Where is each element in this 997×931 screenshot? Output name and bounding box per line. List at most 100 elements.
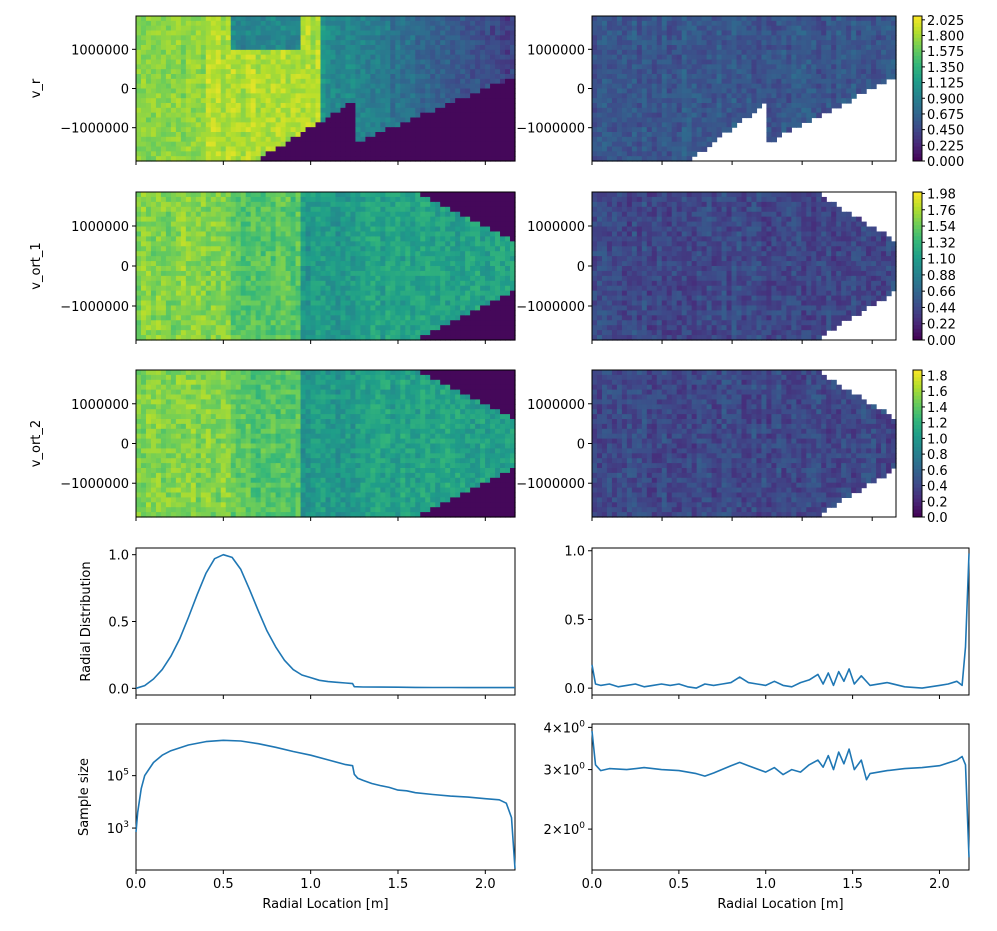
heatmap-cell	[310, 251, 317, 257]
heatmap-cell	[846, 69, 852, 75]
heatmap-cell	[355, 35, 362, 41]
heatmap-cell	[455, 107, 461, 114]
heatmap-cell	[205, 83, 212, 90]
heatmap-cell	[180, 226, 187, 233]
heatmap-cell	[265, 266, 272, 272]
heatmap-cell	[390, 16, 396, 22]
heatmap-cell	[145, 325, 152, 331]
heatmap-cell	[811, 69, 817, 75]
heatmap-cell	[731, 35, 738, 41]
heatmap-cell	[315, 49, 322, 56]
heatmap-cell	[155, 231, 162, 237]
heatmap-cell	[435, 49, 441, 56]
heatmap-cell	[390, 117, 396, 123]
heatmap-cell	[190, 117, 197, 123]
heatmap-cell	[510, 93, 516, 99]
heatmap-cell	[440, 136, 446, 143]
heatmap-cell	[315, 151, 322, 157]
heatmap-cell	[225, 74, 232, 80]
heatmap-cell	[180, 136, 187, 143]
heatmap-cell	[195, 320, 202, 326]
heatmap-cell	[495, 64, 501, 70]
heatmap-cell	[255, 54, 262, 61]
heatmap-cell	[140, 112, 147, 119]
heatmap-cell	[240, 231, 247, 237]
heatmap-cell	[335, 54, 342, 61]
heatmap-cell	[485, 98, 491, 104]
heatmap-cell	[195, 285, 202, 292]
heatmap-cell	[851, 30, 857, 36]
heatmap-cell	[240, 206, 247, 213]
heatmap-cell	[490, 103, 496, 109]
heatmap-cell	[230, 74, 237, 80]
heatmap-cell	[295, 98, 302, 104]
heatmap-cell	[255, 295, 262, 302]
heatmap-cell	[355, 107, 362, 114]
heatmap-cell	[470, 74, 476, 80]
heatmap-cell	[230, 40, 237, 46]
heatmap-cell	[821, 54, 827, 61]
heatmap-cell	[250, 103, 257, 109]
heatmap-cell	[761, 59, 768, 65]
heatmap-cell	[696, 103, 703, 109]
heatmap-cell	[205, 275, 212, 282]
heatmap-cell	[821, 78, 827, 85]
heatmap-cell	[260, 320, 267, 326]
heatmap-cell	[200, 261, 207, 267]
heatmap-cell	[155, 146, 162, 152]
heatmap-cell	[145, 35, 152, 41]
heatmap-cell	[656, 74, 663, 80]
heatmap-cell	[741, 83, 748, 90]
heatmap-cell	[330, 30, 337, 36]
heatmap-cell	[210, 93, 217, 99]
heatmap-cell	[325, 275, 332, 282]
colorbar-band	[913, 37, 922, 42]
heatmap-cell	[335, 30, 342, 36]
heatmap-cell	[606, 98, 613, 104]
heatmap-cell	[415, 25, 421, 32]
heatmap-cell	[300, 305, 307, 311]
heatmap-cell	[330, 146, 337, 152]
heatmap-cell	[706, 117, 713, 123]
heatmap-cell	[716, 117, 723, 123]
heatmap-cell	[686, 30, 693, 36]
heatmap-cell	[676, 35, 683, 41]
heatmap-cell	[190, 300, 197, 307]
heatmap-cell	[150, 221, 157, 228]
heatmap-cell	[616, 98, 623, 104]
heatmap-cell	[185, 156, 192, 162]
heatmap-cell	[210, 74, 217, 80]
heatmap-cell	[235, 30, 242, 36]
heatmap-cell	[415, 59, 421, 65]
heatmap-cell	[646, 127, 653, 133]
heatmap-cell	[136, 251, 142, 257]
heatmap-cell	[616, 112, 623, 119]
heatmap-cell	[641, 30, 648, 36]
heatmap-cell	[771, 74, 777, 80]
heatmap-cell	[781, 40, 787, 46]
heatmap-cell	[165, 325, 172, 331]
heatmap-cell	[150, 78, 157, 85]
heatmap-cell	[791, 16, 797, 22]
heatmap-cell	[425, 69, 431, 75]
heatmap-cell	[671, 16, 678, 22]
heatmap-cell	[185, 241, 192, 247]
heatmap-cell	[310, 310, 317, 316]
heatmap-cell	[751, 98, 758, 104]
heatmap-cell	[661, 112, 668, 119]
heatmap-cell	[140, 226, 147, 233]
heatmap-cell	[140, 236, 147, 242]
heatmap-cell	[185, 49, 192, 56]
heatmap-cell	[260, 88, 267, 94]
heatmap-cell	[696, 117, 703, 123]
heatmap-cell	[751, 20, 758, 27]
heatmap-cell	[756, 30, 763, 36]
heatmap-cell	[210, 151, 217, 157]
heatmap-cell	[240, 88, 247, 94]
heatmap-cell	[235, 201, 242, 208]
heatmap-cell	[435, 127, 441, 133]
heatmap-cell	[155, 261, 162, 267]
heatmap-cell	[300, 285, 307, 292]
heatmap-cell	[681, 16, 688, 22]
heatmap-cell	[190, 206, 197, 213]
